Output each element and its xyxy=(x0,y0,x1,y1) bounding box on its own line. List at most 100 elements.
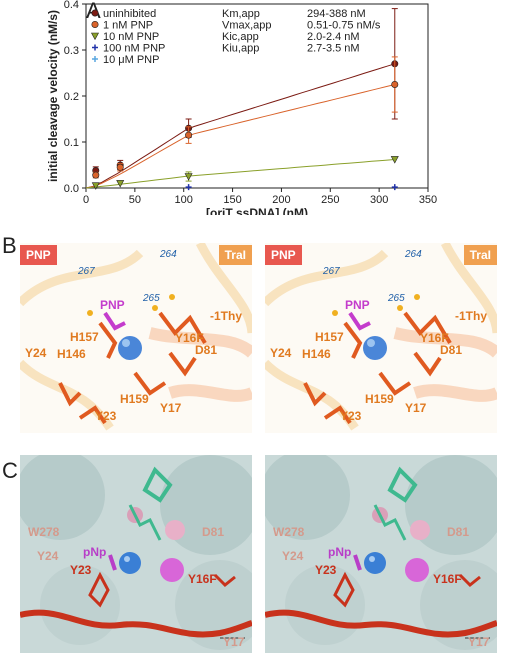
panel-b-letter: B xyxy=(2,233,17,258)
data-point xyxy=(184,173,193,181)
label-d81: D81 xyxy=(202,525,225,539)
x-axis-label: [oriT ssDNA] (nM) xyxy=(206,206,308,215)
legend-marker xyxy=(92,44,98,51)
legend-marker xyxy=(91,9,99,17)
y-tick-label: 0.0 xyxy=(64,183,79,195)
label-pnp: PNP xyxy=(345,298,370,312)
panel-b-right-image xyxy=(265,243,497,433)
label-y24: Y24 xyxy=(37,549,59,563)
panel-c-right-structure: W278 D81 Y24 pNp Y23 Y16F Y17 xyxy=(265,455,497,653)
label-pnp: PNP xyxy=(100,298,125,312)
legend-label: 100 nM PNP xyxy=(103,43,165,55)
panel-b-left-image xyxy=(20,243,252,433)
label-y17: Y17 xyxy=(405,401,427,415)
data-point xyxy=(391,184,398,191)
x-tick-label: 350 xyxy=(419,194,437,206)
label-y16f: Y16F xyxy=(420,331,449,345)
label-h146: H146 xyxy=(57,347,86,361)
x-tick-label: 150 xyxy=(223,194,241,206)
label-y23: Y23 xyxy=(315,563,337,577)
label-pnp: pNp xyxy=(83,545,107,559)
data-point xyxy=(390,156,399,164)
data-point xyxy=(116,180,125,188)
kinetic-param-value: 0.51-0.75 nM/s xyxy=(307,20,381,32)
label-d81: D81 xyxy=(440,343,463,357)
x-tick-label: 100 xyxy=(175,194,193,206)
x-tick-label: 300 xyxy=(370,194,388,206)
label-264: 264 xyxy=(405,249,422,260)
label-y24: Y24 xyxy=(282,549,304,563)
label-264: 264 xyxy=(160,249,177,260)
x-tick-label: 250 xyxy=(321,194,339,206)
pnp-tag: PNP xyxy=(265,245,302,265)
y-axis-label: initial cleavage velocity (nM/s) xyxy=(46,10,60,182)
panel-c-right-image xyxy=(265,455,497,653)
data-point xyxy=(185,131,193,139)
label-y23: Y23 xyxy=(95,409,117,423)
label-h159: H159 xyxy=(120,392,149,406)
panel-c-letter: C xyxy=(2,458,18,483)
data-point xyxy=(185,184,192,191)
legend-marker xyxy=(91,20,99,28)
panel-b-left-structure: PNP TraI 264 267 265 PNP -1Thy H157 H146… xyxy=(20,243,252,433)
data-point xyxy=(92,171,100,179)
legend-label: 10 nM PNP xyxy=(103,31,159,43)
label-267: 267 xyxy=(78,266,95,277)
y-tick-label: 0.4 xyxy=(64,0,79,11)
label-y17: Y17 xyxy=(223,635,245,649)
label-y17: Y17 xyxy=(468,635,490,649)
label-w278: W278 xyxy=(28,525,60,539)
kinetic-param-name: Km,app xyxy=(222,8,260,20)
label-d81: D81 xyxy=(447,525,470,539)
label-w278: W278 xyxy=(273,525,305,539)
data-point xyxy=(116,163,124,171)
kinetic-param-value: 2.0-2.4 nM xyxy=(307,31,360,43)
fit-curve xyxy=(85,63,395,189)
label-y16f: Y16F xyxy=(433,572,462,586)
kinetic-param-value: 294-388 nM xyxy=(307,8,366,20)
label-265: 265 xyxy=(388,293,405,304)
legend-marker xyxy=(90,32,100,41)
kinetic-param-name: Kiu,app xyxy=(222,43,259,55)
label-267: 267 xyxy=(323,266,340,277)
kinetic-param-name: Vmax,app xyxy=(222,20,272,32)
legend-marker xyxy=(92,56,98,62)
label-y24: Y24 xyxy=(25,346,47,360)
label-y16f: Y16F xyxy=(188,572,217,586)
x-tick-label: 50 xyxy=(129,194,141,206)
label-thy: -1Thy xyxy=(210,309,243,323)
label-h157: H157 xyxy=(70,330,99,344)
y-tick-label: 0.3 xyxy=(64,45,79,57)
pnp-tag: PNP xyxy=(20,245,57,265)
label-h157: H157 xyxy=(315,330,344,344)
label-y23: Y23 xyxy=(70,563,92,577)
data-point xyxy=(391,81,399,89)
label-pnp: pNp xyxy=(328,545,352,559)
label-265: 265 xyxy=(143,293,160,304)
label-thy: -1Thy xyxy=(455,309,488,323)
label-y23: Y23 xyxy=(340,409,362,423)
panel-b-right-structure: PNP TraI 264 267 265 PNP -1Thy H157 H146… xyxy=(265,243,497,433)
legend-label: 10 μM PNP xyxy=(103,54,159,66)
label-d81: D81 xyxy=(195,343,218,357)
y-tick-label: 0.2 xyxy=(64,91,79,103)
data-point xyxy=(91,182,100,190)
label-h146: H146 xyxy=(302,347,331,361)
fit-curve xyxy=(85,159,395,189)
label-y16f: Y16F xyxy=(175,331,204,345)
fit-curve xyxy=(85,84,395,189)
legend-label: uninhibited xyxy=(103,8,156,20)
label-h159: H159 xyxy=(365,392,394,406)
kinetic-param-name: Kic,app xyxy=(222,31,259,43)
velocity-chart: 0 50 100 150 200 250 300 350 0.0 0.1 0.2 0.3 0.4 [ori… xyxy=(46,0,437,215)
label-y17: Y17 xyxy=(160,401,182,415)
panel-c-left-structure: W278 D81 Y24 pNp Y23 Y16F Y17 xyxy=(20,455,252,653)
trai-tag: TraI xyxy=(218,245,252,265)
y-tick-label: 0.1 xyxy=(64,137,79,149)
legend-label: 1 nM PNP xyxy=(103,20,153,32)
panel-c-left-image xyxy=(20,455,252,653)
label-y24: Y24 xyxy=(270,346,292,360)
x-tick-label: 0 xyxy=(83,194,89,206)
x-tick-label: 200 xyxy=(272,194,290,206)
kinetic-param-value: 2.7-3.5 nM xyxy=(307,43,360,55)
